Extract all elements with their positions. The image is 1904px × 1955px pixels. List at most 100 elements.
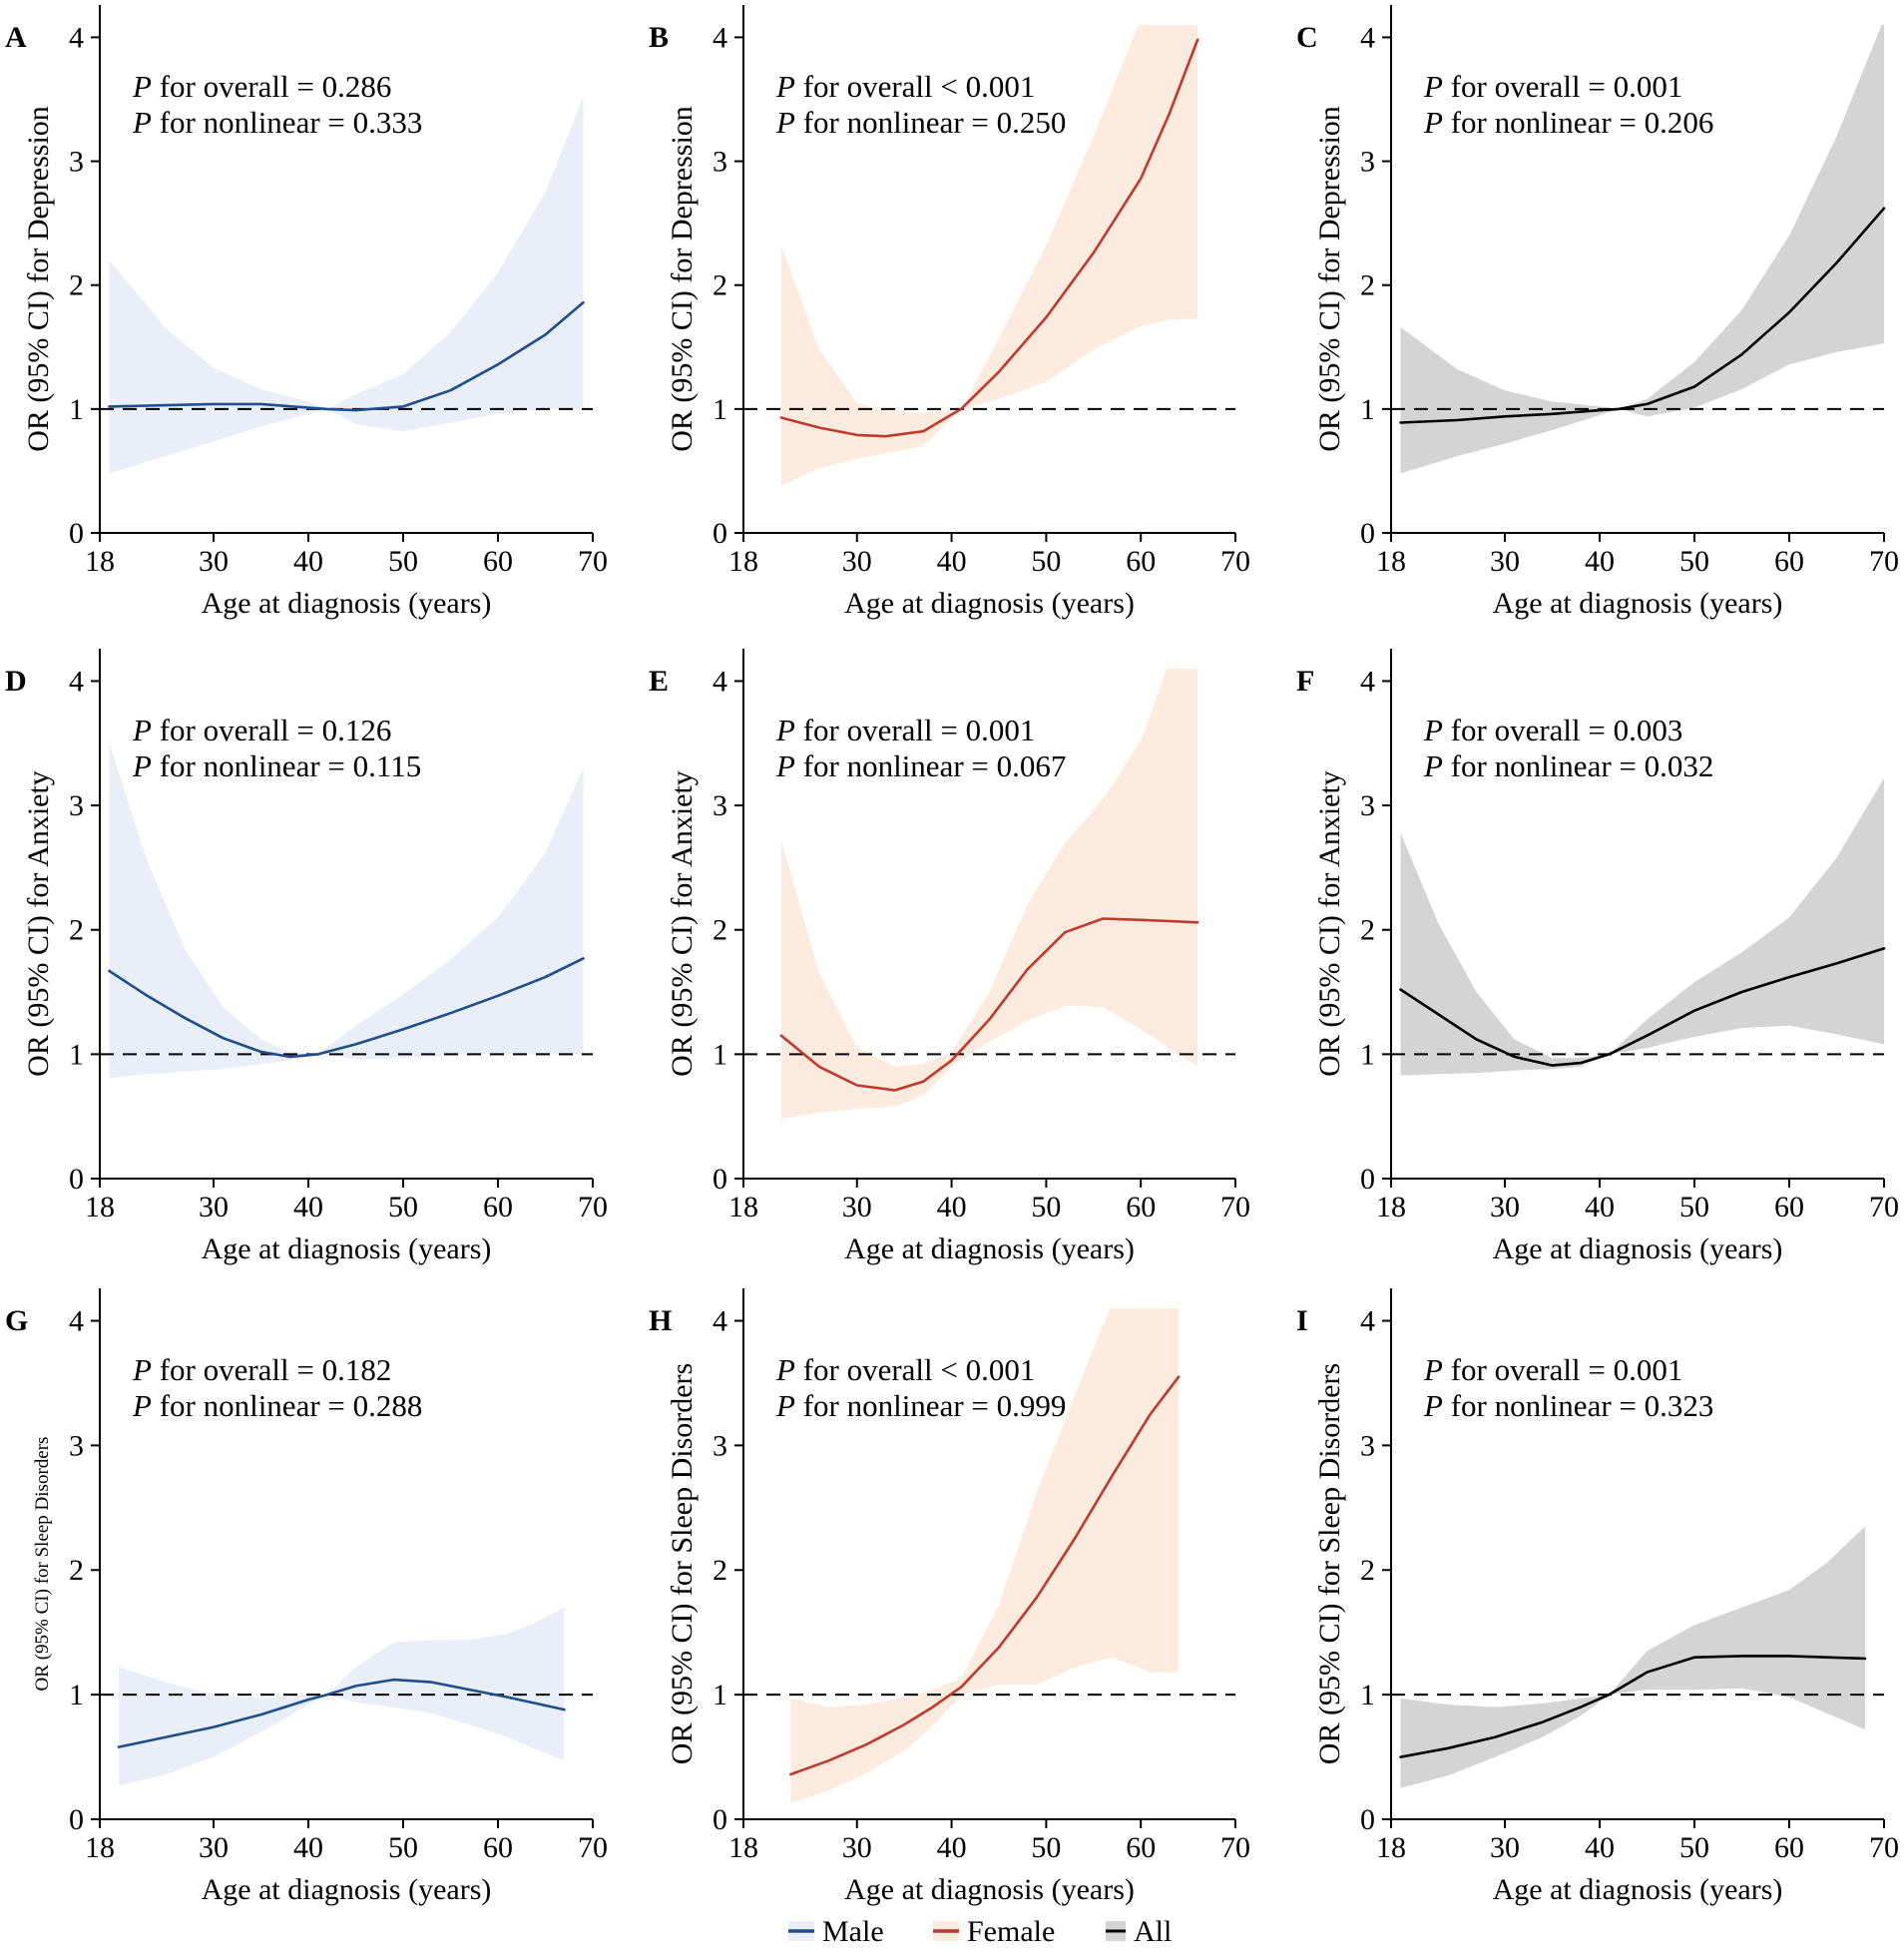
y-tick-label-d-2: 2 — [69, 914, 84, 947]
y-tick-label-g-1: 1 — [69, 1679, 84, 1711]
x-tick-label-f-40: 40 — [1585, 1191, 1615, 1223]
y-tick-label-f-4: 4 — [1360, 665, 1375, 698]
p-nonlinear-g: P for nonlinear = 0.288 — [132, 1388, 422, 1423]
y-tick-label-f-2: 2 — [1360, 914, 1375, 947]
p-nonlinear-d: P for nonlinear = 0.115 — [132, 748, 421, 783]
y-tick-label-c-3: 3 — [1360, 146, 1375, 179]
or-curve-f — [1399, 947, 1886, 1067]
y-axis-title-c: OR (95% CI) for Depression — [1313, 106, 1346, 452]
x-axis-title-h: Age at diagnosis (years) — [844, 1873, 1135, 1906]
legend-label-male: Male — [822, 1915, 884, 1948]
x-tick-label-b-18: 18 — [728, 545, 758, 578]
y-tick-label-i-4: 4 — [1360, 1304, 1375, 1337]
panel-h: 0 1 2 3 4 18 30 40 50 60 70 Age at diagnosis (years… — [649, 1288, 1250, 1906]
y-tick-label-a-4: 4 — [69, 21, 84, 54]
y-tick-label-h-1: 1 — [713, 1679, 727, 1711]
y-tick-label-b-3: 3 — [713, 146, 727, 179]
or-curve-b — [779, 38, 1199, 438]
y-axis-title-f: OR (95% CI) for Anxiety — [1313, 770, 1346, 1077]
x-tick-label-a-60: 60 — [483, 545, 513, 578]
x-tick-label-i-60: 60 — [1774, 1831, 1804, 1864]
p-nonlinear-f: P for nonlinear = 0.032 — [1423, 748, 1713, 783]
y-tick-label-d-3: 3 — [69, 789, 84, 822]
p-overall-a: P for overall = 0.286 — [132, 69, 391, 104]
ci-band-f — [1400, 777, 1884, 1076]
x-tick-label-c-40: 40 — [1585, 545, 1615, 578]
x-tick-label-c-50: 50 — [1679, 545, 1709, 578]
panel-letter-f: F — [1296, 665, 1314, 698]
y-tick-label-h-3: 3 — [713, 1429, 727, 1462]
y-tick-label-e-0: 0 — [713, 1163, 727, 1196]
panel-e: 0 1 2 3 4 18 30 40 50 60 70 Age at diagnosis (years… — [649, 649, 1250, 1265]
y-axis-title-h: OR (95% CI) for Sleep Disorders — [666, 1363, 699, 1764]
p-overall-e: P for overall = 0.001 — [775, 713, 1035, 747]
x-tick-label-c-30: 30 — [1490, 545, 1520, 578]
panel-a: 0 1 2 3 4 18 30 40 50 60 70 Age at diagnosis (years… — [5, 5, 608, 620]
x-tick-label-f-18: 18 — [1376, 1191, 1406, 1223]
y-axis-title-a: OR (95% CI) for Depression — [22, 106, 55, 452]
ci-band-b — [780, 25, 1198, 486]
x-tick-label-d-30: 30 — [199, 1191, 229, 1223]
legend-item-female: Female — [933, 1915, 1055, 1948]
panel-d: 0 1 2 3 4 18 30 40 50 60 70 Age at diagnosis (years… — [5, 649, 608, 1265]
y-tick-label-d-4: 4 — [69, 665, 84, 698]
x-tick-label-h-60: 60 — [1126, 1831, 1156, 1864]
x-axis-title-i: Age at diagnosis (years) — [1493, 1873, 1783, 1906]
x-tick-label-g-70: 70 — [578, 1831, 608, 1864]
y-tick-label-b-1: 1 — [713, 393, 727, 426]
x-tick-label-h-18: 18 — [728, 1831, 758, 1864]
panel-letter-e: E — [649, 665, 669, 698]
x-tick-label-g-30: 30 — [199, 1831, 229, 1864]
x-tick-label-h-70: 70 — [1220, 1831, 1250, 1864]
x-tick-label-h-40: 40 — [937, 1831, 967, 1864]
p-nonlinear-i: P for nonlinear = 0.323 — [1423, 1388, 1713, 1423]
x-tick-label-e-70: 70 — [1220, 1191, 1250, 1223]
panel-c: 0 1 2 3 4 18 30 40 50 60 70 Age at diagnosis (years… — [1296, 5, 1899, 620]
panel-letter-i: I — [1296, 1304, 1308, 1337]
y-tick-label-e-4: 4 — [713, 665, 727, 698]
or-curve-e — [779, 917, 1199, 1092]
y-tick-label-d-1: 1 — [69, 1038, 84, 1071]
panel-b: 0 1 2 3 4 18 30 40 50 60 70 Age at diagnosis (years… — [649, 5, 1250, 620]
p-overall-g: P for overall = 0.182 — [132, 1352, 391, 1387]
x-tick-label-g-40: 40 — [293, 1831, 323, 1864]
y-tick-label-d-0: 0 — [69, 1163, 84, 1196]
x-tick-label-h-30: 30 — [842, 1831, 872, 1864]
x-tick-label-c-18: 18 — [1376, 545, 1406, 578]
x-tick-label-b-70: 70 — [1220, 545, 1250, 578]
p-overall-f: P for overall = 0.003 — [1423, 713, 1682, 747]
y-tick-label-c-0: 0 — [1360, 517, 1375, 550]
ci-band-e — [780, 669, 1198, 1120]
x-tick-label-f-50: 50 — [1679, 1191, 1709, 1223]
y-tick-label-i-1: 1 — [1360, 1679, 1375, 1711]
x-axis-title-g: Age at diagnosis (years) — [202, 1873, 492, 1906]
ci-band-g — [119, 1607, 565, 1786]
x-tick-label-c-70: 70 — [1869, 545, 1899, 578]
x-tick-label-g-50: 50 — [388, 1831, 418, 1864]
x-tick-label-f-60: 60 — [1774, 1191, 1804, 1223]
y-tick-label-h-4: 4 — [713, 1304, 727, 1337]
legend-item-all: All — [1106, 1915, 1172, 1948]
y-tick-label-a-0: 0 — [69, 517, 84, 550]
panel-f: 0 1 2 3 4 18 30 40 50 60 70 Age at diagnosis (years… — [1296, 649, 1899, 1265]
or-curve-c — [1399, 207, 1886, 424]
x-tick-label-d-70: 70 — [578, 1191, 608, 1223]
x-tick-label-e-40: 40 — [937, 1191, 967, 1223]
y-axis-title-g: OR (95% CI) for Sleep Disorders — [32, 1437, 53, 1692]
x-tick-label-g-60: 60 — [483, 1831, 513, 1864]
y-tick-label-g-4: 4 — [69, 1304, 84, 1337]
x-tick-label-a-18: 18 — [85, 545, 115, 578]
y-tick-label-f-0: 0 — [1360, 1163, 1375, 1196]
y-tick-label-g-3: 3 — [69, 1429, 84, 1462]
x-tick-label-i-18: 18 — [1376, 1831, 1406, 1864]
p-overall-d: P for overall = 0.126 — [132, 713, 391, 747]
y-tick-label-a-3: 3 — [69, 146, 84, 179]
y-tick-label-i-2: 2 — [1360, 1554, 1375, 1587]
legend-label-all: All — [1134, 1915, 1172, 1948]
y-tick-label-c-4: 4 — [1360, 21, 1375, 54]
x-tick-label-i-70: 70 — [1869, 1831, 1899, 1864]
y-tick-label-c-2: 2 — [1360, 269, 1375, 302]
x-tick-label-f-30: 30 — [1490, 1191, 1520, 1223]
panel-letter-c: C — [1296, 21, 1318, 54]
